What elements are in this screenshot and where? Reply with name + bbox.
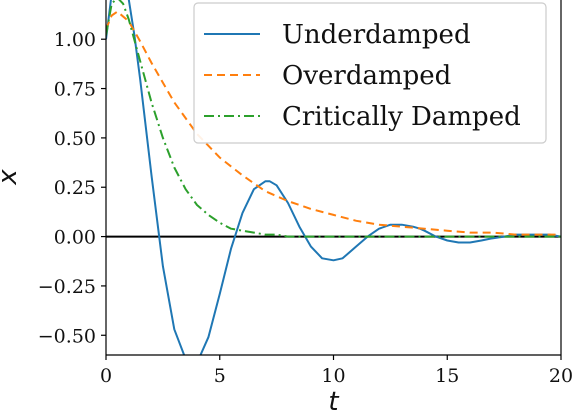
y-tick-label: −0.25 (38, 276, 96, 298)
y-tick-label: 0.75 (54, 79, 96, 101)
x-tick-label: 20 (549, 365, 573, 387)
x-axis-label: t (328, 387, 339, 414)
y-axis-label: x (0, 169, 23, 186)
series-layer (106, 0, 561, 355)
x-tick-label: 0 (100, 365, 112, 387)
x-tick-label: 10 (321, 365, 345, 387)
legend-label: Overdamped (282, 61, 451, 91)
legend-box (193, 2, 547, 144)
y-tick-label: 1.25 (54, 0, 96, 2)
y-tick-label: 0.00 (54, 227, 96, 249)
x-tick-label: 15 (435, 365, 459, 387)
y-tick-label: −0.50 (38, 325, 96, 347)
y-tick-label: 0.25 (54, 177, 96, 199)
y-tick-label: 0.50 (54, 128, 96, 150)
x-tick-label: 5 (214, 365, 226, 387)
legend: Underdamped Overdamped Critically Damped (193, 2, 547, 144)
series-line-overdamped (106, 10, 561, 236)
y-tick-label: 1.00 (54, 29, 96, 51)
legend-label: Underdamped (282, 20, 471, 50)
series-line-underdamped (106, 0, 561, 355)
legend-label: Critically Damped (282, 102, 521, 132)
